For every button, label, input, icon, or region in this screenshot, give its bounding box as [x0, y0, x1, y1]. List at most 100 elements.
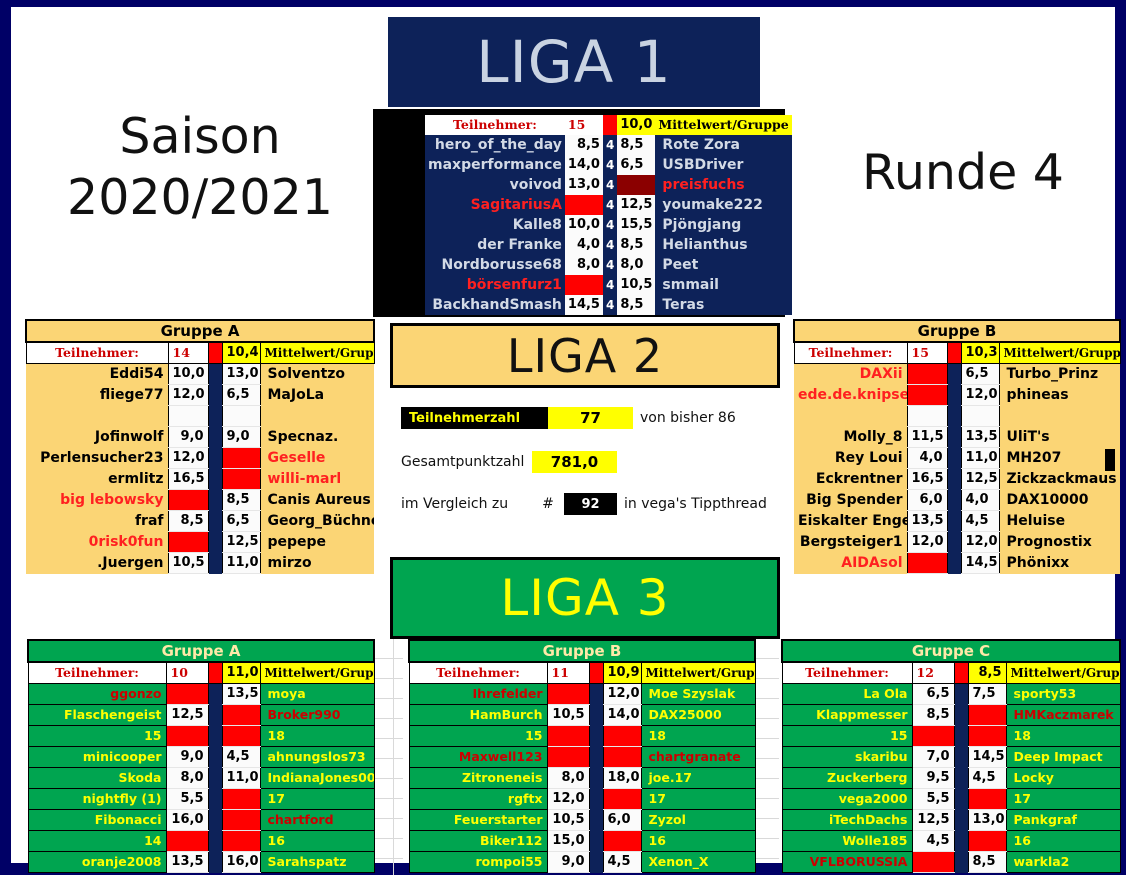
table-row: .Juergen 10,5 11,0 mirzo — [26, 552, 375, 574]
points-right: 12,0 — [602, 683, 642, 705]
player-right: Peet — [655, 255, 792, 275]
teilnehmer-label: Teilnehmer: — [25, 341, 169, 364]
table-row: rompoi55 9,0 4,5 Xenon_X — [408, 851, 756, 873]
player-left: VFLBORUSSIA — [781, 851, 913, 873]
player-left: .Juergen — [26, 552, 168, 574]
table-row: Ihrefelder 12,0 Moe Szyslak — [408, 683, 756, 705]
points-right: 6,5 — [221, 384, 261, 406]
table-row: big lebowsky 8,5 Canis Aureus — [26, 489, 375, 511]
player-left: rompoi55 — [408, 851, 548, 873]
divider-cell — [589, 851, 603, 873]
points-left — [906, 384, 948, 406]
player-right: Helianthus — [655, 235, 792, 255]
points-left — [546, 725, 590, 747]
player-left: Jofinwolf — [26, 426, 168, 448]
points-right: 12,0 — [960, 531, 1000, 553]
points-right: 11,0 — [960, 447, 1000, 469]
points-right: 18,0 — [602, 767, 642, 789]
points-left: 12,0 — [906, 531, 948, 553]
table-row: Zitroneneis 8,0 18,0 joe.17 — [408, 767, 756, 789]
points-right — [967, 830, 1007, 852]
table-row: Perlensucher23 12,0 Geselle — [26, 447, 375, 469]
player-left: Eiskalter Engel — [794, 510, 907, 532]
points-right: 6,5 — [960, 363, 1000, 385]
divider-cell — [589, 809, 603, 831]
teilnehmer-label: Teilnehmer: — [793, 341, 908, 364]
player-left: oranje2008 — [27, 851, 167, 873]
player-right: 18 — [1005, 725, 1121, 747]
player-left: Klappmesser — [781, 704, 913, 726]
round-number: 4 — [602, 195, 618, 215]
points-left: 10,5 — [546, 809, 590, 831]
header-red-cell — [946, 341, 962, 364]
player-right: Moe Szyslak — [640, 683, 756, 705]
table-row: 15 18 — [27, 725, 375, 747]
player-right: warkla2 — [1005, 851, 1121, 873]
player-left: big lebowsky — [26, 489, 168, 511]
points-right — [221, 830, 261, 852]
season-label: Saison — [119, 107, 281, 165]
vergleich-suffix: in vega's Tippthread — [624, 496, 767, 512]
points-left — [165, 830, 209, 852]
player-right: DAX10000 — [999, 489, 1121, 511]
points-right — [967, 788, 1007, 810]
table-row: SagitariusA 4 12,5 youmake222 — [425, 195, 792, 215]
teilnehmer-count: 15 — [564, 115, 603, 135]
points-right — [221, 405, 261, 427]
divider-cell — [954, 683, 968, 705]
liga1-banner: LIGA 1 — [388, 17, 760, 107]
group-title-row: Gruppe A — [26, 639, 376, 663]
table-row: skaribu 7,0 14,5 Deep Impact — [781, 746, 1121, 768]
vergleich-value: 92 — [564, 493, 617, 515]
player-right: 18 — [640, 725, 756, 747]
divider-cell — [208, 704, 222, 726]
player-right: Zickzackmaus — [999, 468, 1121, 490]
group-title: Gruppe A — [26, 639, 376, 663]
points-left — [911, 851, 955, 873]
divider-cell — [947, 426, 961, 448]
divider-cell — [954, 851, 968, 873]
liga1-table-wrap: Teilnehmer: 15 10,0 Mittelwert/Gruppe hero_o… — [425, 115, 792, 315]
player-right: Sarahspatz — [259, 851, 375, 873]
player-left: börsenfurz1 — [425, 275, 565, 295]
divider-cell — [954, 788, 968, 810]
teilnehmer-label: Teilnehmer: — [408, 661, 548, 684]
divider-cell — [208, 384, 222, 406]
player-right: Turbo_Prinz — [999, 363, 1121, 385]
group-title-row: Gruppe A — [24, 319, 376, 343]
divider-cell — [589, 683, 603, 705]
table-row: AIDAsol 14,5 Phönixx — [794, 552, 1121, 574]
points-left — [165, 725, 209, 747]
player-right: Specnaz. — [260, 426, 375, 448]
player-right: Georg_Büchner — [260, 510, 375, 532]
group-title: Gruppe A — [24, 319, 376, 343]
divider-cell — [589, 788, 603, 810]
table-row: Kalle8 10,0 4 15,5 Pjöngjang — [425, 215, 792, 235]
table-row: ermlitz 16,5 willi-marl — [26, 468, 375, 490]
points-left — [906, 552, 948, 574]
player-right: Locky — [1005, 767, 1121, 789]
table-row: 14 16 — [27, 830, 375, 852]
divider-cell — [208, 552, 222, 574]
player-left: Maxwell123 — [408, 746, 548, 768]
player-right: MH207 — [999, 447, 1121, 469]
divider-cell — [954, 830, 968, 852]
teilnehmer-count: 11 — [546, 661, 590, 684]
hash-symbol: # — [542, 496, 554, 512]
points-left — [165, 683, 209, 705]
divider-cell — [947, 489, 961, 511]
player-left: Big Spender — [794, 489, 907, 511]
points-right: 12,5 — [960, 468, 1000, 490]
liga2-banner: LIGA 2 — [390, 323, 780, 388]
table-row: BackhandSmash 14,5 4 8,5 Teras — [425, 295, 792, 315]
divider-cell — [947, 405, 961, 427]
points-right: 8,5 — [221, 489, 261, 511]
divider-cell — [947, 447, 961, 469]
table-row: Molly_8 11,5 13,5 UliT's — [794, 426, 1121, 448]
points-left: 14,5 — [564, 295, 603, 315]
player-left: nightfly (1) — [27, 788, 167, 810]
player-left: Zitroneneis — [408, 767, 548, 789]
points-right — [221, 468, 261, 490]
